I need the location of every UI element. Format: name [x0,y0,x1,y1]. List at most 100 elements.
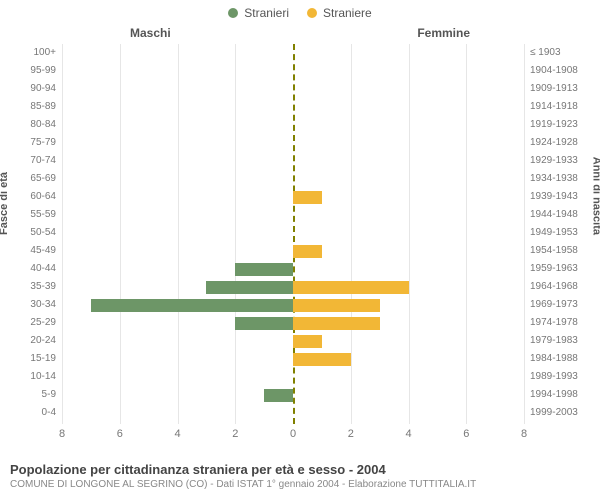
age-label: 80-84 [30,116,56,134]
age-label: 95-99 [30,62,56,80]
y-axis-title-left: Fasce di età [0,172,10,235]
birth-year-label: 1994-1998 [530,386,578,404]
bar-female [293,317,380,330]
age-label: 30-34 [30,296,56,314]
age-row: 100+≤ 1903 [62,44,524,62]
bar-male [206,281,293,294]
header-male: Maschi [130,26,171,40]
birth-year-label: 1909-1913 [530,80,578,98]
male-swatch-icon [228,8,238,18]
birth-year-label: 1964-1968 [530,278,578,296]
age-row: 10-141989-1993 [62,368,524,386]
age-label: 5-9 [42,386,56,404]
female-swatch-icon [307,8,317,18]
age-row: 55-591944-1948 [62,206,524,224]
age-row: 50-541949-1953 [62,224,524,242]
x-tick-label: 0 [290,428,296,440]
legend-label-female: Straniere [323,6,372,20]
birth-year-label: 1939-1943 [530,188,578,206]
age-row: 5-91994-1998 [62,386,524,404]
birth-year-label: 1959-1963 [530,260,578,278]
age-row: 70-741929-1933 [62,152,524,170]
birth-year-label: 1944-1948 [530,206,578,224]
age-row: 40-441959-1963 [62,260,524,278]
age-label: 60-64 [30,188,56,206]
age-label: 50-54 [30,224,56,242]
age-label: 100+ [33,44,56,62]
birth-year-label: 1999-2003 [530,404,578,422]
birth-year-label: 1969-1973 [530,296,578,314]
birth-year-label: 1989-1993 [530,368,578,386]
age-row: 15-191984-1988 [62,350,524,368]
age-label: 70-74 [30,152,56,170]
birth-year-label: 1919-1923 [530,116,578,134]
birth-year-label: 1924-1928 [530,134,578,152]
age-label: 55-59 [30,206,56,224]
plot-region: 022446688100+≤ 190395-991904-190890-9419… [62,44,524,424]
age-label: 75-79 [30,134,56,152]
age-label: 65-69 [30,170,56,188]
bar-female [293,299,380,312]
bar-male [235,317,293,330]
chart-subtitle: COMUNE DI LONGONE AL SEGRINO (CO) - Dati… [10,479,476,490]
birth-year-label: 1934-1938 [530,170,578,188]
x-tick-label: 6 [117,428,123,440]
age-label: 40-44 [30,260,56,278]
legend-item-female: Straniere [307,6,372,20]
bar-female [293,335,322,348]
age-row: 80-841919-1923 [62,116,524,134]
x-tick-label: 8 [59,428,65,440]
age-row: 20-241979-1983 [62,332,524,350]
bar-male [264,389,293,402]
header-female: Femmine [417,26,470,40]
age-row: 95-991904-1908 [62,62,524,80]
age-label: 90-94 [30,80,56,98]
legend-item-male: Stranieri [228,6,289,20]
birth-year-label: 1904-1908 [530,62,578,80]
bar-female [293,245,322,258]
birth-year-label: 1949-1953 [530,224,578,242]
x-tick-label: 6 [463,428,469,440]
bar-female [293,191,322,204]
legend-label-male: Stranieri [244,6,289,20]
age-row: 75-791924-1928 [62,134,524,152]
age-row: 90-941909-1913 [62,80,524,98]
birth-year-label: 1914-1918 [530,98,578,116]
age-row: 30-341969-1973 [62,296,524,314]
gridline [524,44,525,424]
x-tick-label: 8 [521,428,527,440]
bar-female [293,281,409,294]
age-label: 0-4 [42,404,56,422]
age-label: 35-39 [30,278,56,296]
age-row: 60-641939-1943 [62,188,524,206]
age-row: 25-291974-1978 [62,314,524,332]
age-label: 10-14 [30,368,56,386]
age-label: 15-19 [30,350,56,368]
bar-male [235,263,293,276]
birth-year-label: ≤ 1903 [530,44,561,62]
x-tick-label: 2 [232,428,238,440]
age-label: 25-29 [30,314,56,332]
y-axis-title-right: Anni di nascita [590,157,600,235]
x-tick-label: 4 [405,428,411,440]
birth-year-label: 1929-1933 [530,152,578,170]
bar-female [293,353,351,366]
bar-male [91,299,293,312]
chart-footer: Popolazione per cittadinanza straniera p… [10,462,476,490]
age-label: 85-89 [30,98,56,116]
age-row: 0-41999-2003 [62,404,524,422]
chart-area: Maschi Femmine Fasce di età Anni di nasc… [0,26,600,444]
age-row: 35-391964-1968 [62,278,524,296]
legend: Stranieri Straniere [0,0,600,20]
birth-year-label: 1954-1958 [530,242,578,260]
age-row: 45-491954-1958 [62,242,524,260]
birth-year-label: 1984-1988 [530,350,578,368]
x-tick-label: 2 [348,428,354,440]
x-tick-label: 4 [174,428,180,440]
age-label: 45-49 [30,242,56,260]
age-row: 85-891914-1918 [62,98,524,116]
age-row: 65-691934-1938 [62,170,524,188]
age-label: 20-24 [30,332,56,350]
birth-year-label: 1979-1983 [530,332,578,350]
chart-title: Popolazione per cittadinanza straniera p… [10,462,476,477]
